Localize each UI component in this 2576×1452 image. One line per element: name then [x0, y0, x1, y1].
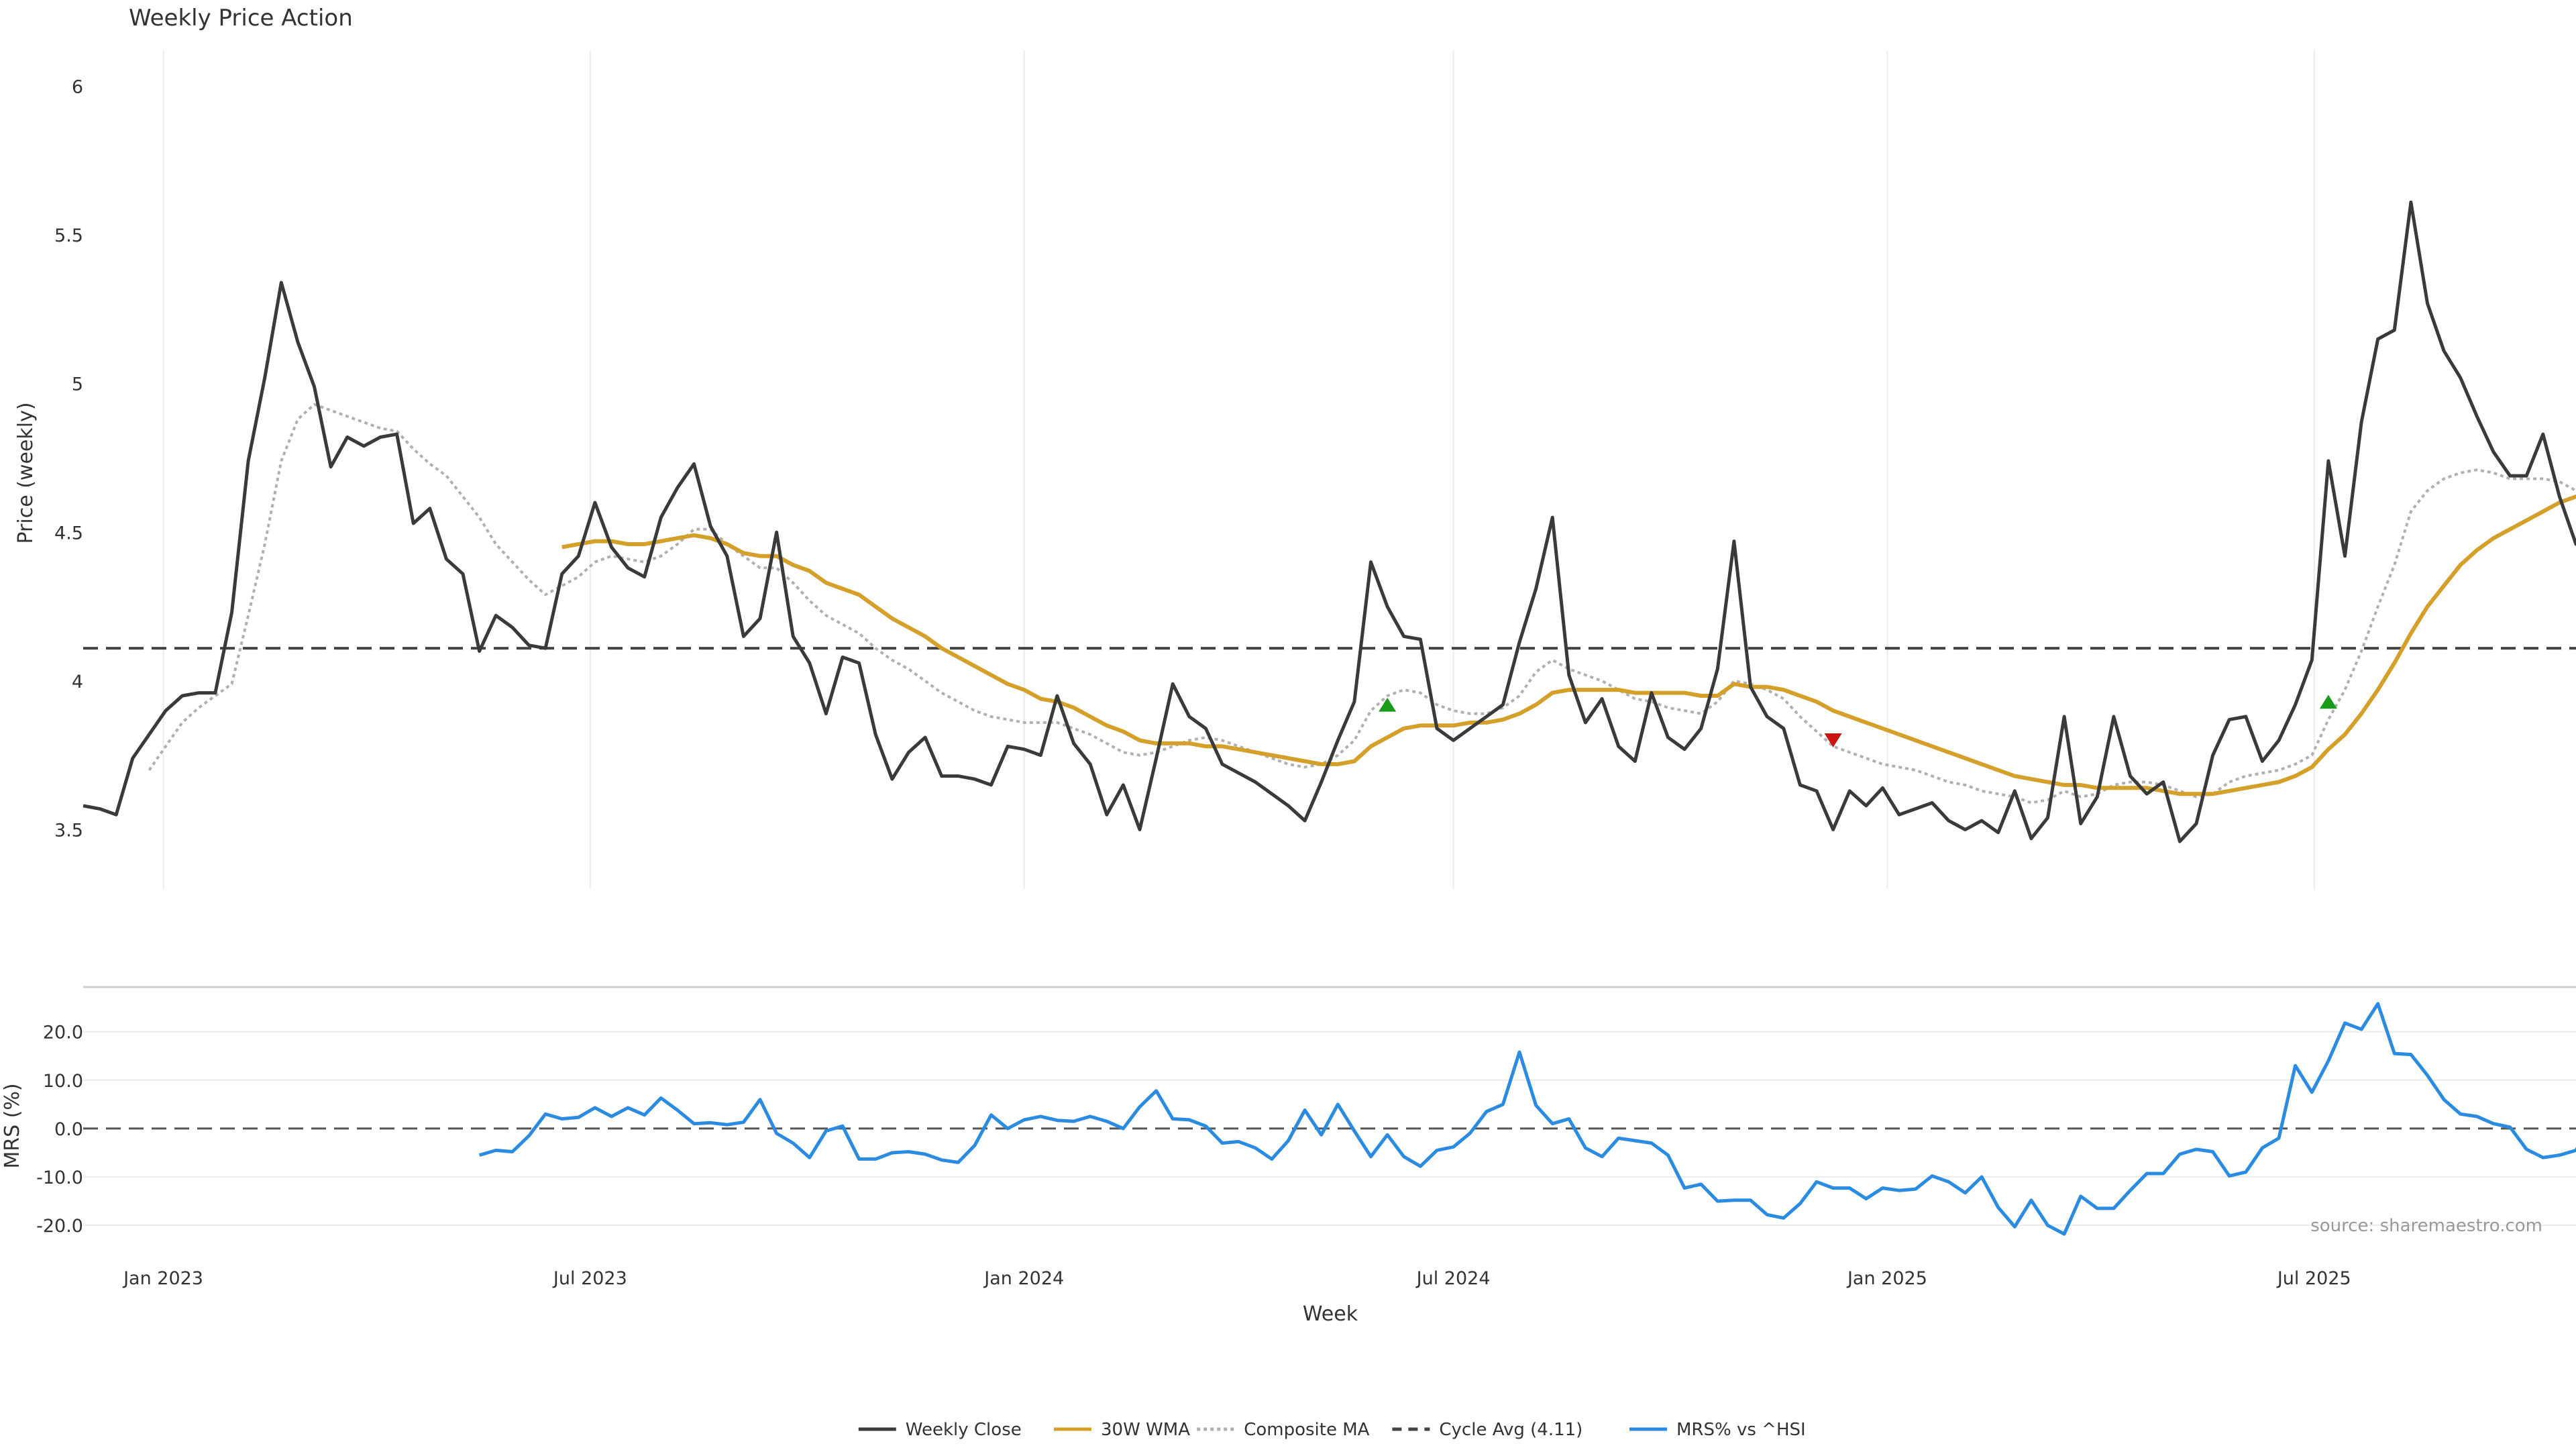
series-composite-ma	[148, 403, 2576, 805]
signal-markers	[1379, 694, 2337, 747]
mrs-axis-label: MRS (%)	[1, 1083, 24, 1168]
mrs-y-tick-label: 10.0	[43, 1071, 83, 1092]
price-y-tick-label: 6	[72, 77, 83, 98]
sell-signal-marker	[1824, 733, 1842, 747]
x-tick-label: Jan 2023	[122, 1268, 203, 1289]
price-y-tick-label: 4	[72, 672, 83, 692]
legend-item: 30W WMA	[1054, 1420, 1190, 1440]
legend-label: Cycle Avg (4.11)	[1439, 1420, 1582, 1440]
chart-title: Weekly Price Action	[129, 5, 353, 32]
buy-signal-marker	[2319, 694, 2337, 709]
legend: Weekly Close 30W WMA Composite MA Cycle Avg…	[858, 1420, 1806, 1440]
mrs-y-tick-label: -20.0	[36, 1216, 83, 1237]
legend-item: Weekly Close	[858, 1420, 1022, 1440]
x-tick-label: Jan 2024	[983, 1268, 1064, 1289]
x-tick-labels: Jan 2023 Jul 2023 Jan 2024 Jul 2024 Jan 2025…	[122, 1268, 2351, 1289]
price-series-layer	[83, 200, 2576, 843]
legend-label: Composite MA	[1244, 1420, 1369, 1440]
legend-label: 30W WMA	[1101, 1420, 1190, 1440]
source-annotation: source: sharemaestro.com	[2310, 1216, 2542, 1236]
mrs-y-ticks: 20.0 10.0 0.0 -10.0 -20.0	[36, 1023, 83, 1237]
legend-item: MRS% vs ^HSI	[1629, 1420, 1806, 1440]
series-30w-wma	[561, 495, 2576, 796]
buy-signal-marker	[1379, 697, 1397, 712]
x-tick-label: Jul 2024	[1415, 1268, 1491, 1289]
x-tick-label: Jul 2023	[552, 1268, 627, 1289]
mrs-y-tick-label: 20.0	[43, 1023, 83, 1043]
price-axis-label: Price (weekly)	[14, 402, 38, 543]
grid-layer	[83, 50, 2576, 1227]
mrs-y-tick-label: 0.0	[54, 1119, 83, 1140]
legend-item: Cycle Avg (4.11)	[1392, 1420, 1582, 1440]
x-tick-label: Jan 2025	[1846, 1268, 1927, 1289]
mrs-series-layer	[83, 1002, 2576, 1236]
x-axis-label: Week	[1303, 1302, 1358, 1326]
legend-label: Weekly Close	[906, 1420, 1022, 1440]
price-y-ticks: 3.5 4 4.5 5 5.5 6	[54, 77, 83, 841]
price-y-tick-label: 4.5	[54, 523, 83, 543]
price-y-tick-label: 3.5	[54, 820, 83, 841]
series-weekly-close	[83, 200, 2576, 843]
price-y-tick-label: 5	[72, 374, 83, 395]
legend-item: Composite MA	[1197, 1420, 1370, 1440]
legend-label: MRS% vs ^HSI	[1676, 1420, 1806, 1440]
price-y-tick-label: 5.5	[54, 225, 83, 246]
series-mrs-vs-hsi	[478, 1002, 2576, 1236]
x-tick-label: Jul 2025	[2276, 1268, 2351, 1289]
mrs-y-tick-label: -10.0	[36, 1168, 83, 1188]
